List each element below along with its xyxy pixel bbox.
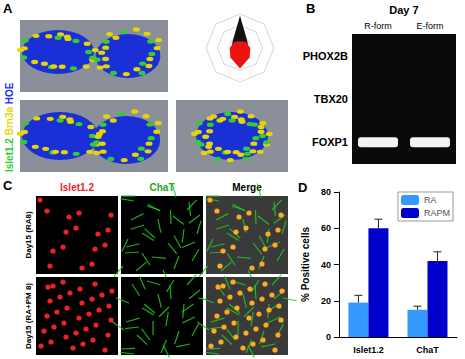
svg-text:Islet1.2: Islet1.2 [60, 182, 94, 193]
svg-text:0: 0 [326, 332, 331, 342]
svg-text:A: A [3, 1, 13, 16]
svg-text:Islet1.2: Islet1.2 [353, 345, 384, 355]
svg-text:B: B [306, 1, 315, 16]
svg-text:D: D [298, 180, 307, 195]
svg-text:Merge: Merge [232, 182, 262, 193]
svg-text:Day15 (RA+PM 8): Day15 (RA+PM 8) [24, 283, 33, 349]
svg-text:PHOX2B: PHOX2B [303, 50, 348, 62]
svg-text:FOXP1: FOXP1 [312, 136, 348, 148]
svg-text:TBX20: TBX20 [314, 93, 348, 105]
svg-text:80: 80 [321, 187, 331, 197]
svg-text:RAPM: RAPM [424, 208, 450, 218]
svg-text:40: 40 [321, 260, 331, 270]
svg-text:C: C [3, 178, 13, 193]
svg-text:RA: RA [424, 195, 437, 205]
svg-text:E-form: E-form [417, 21, 444, 31]
svg-text:Day15 (RA8): Day15 (RA8) [24, 211, 33, 258]
svg-text:ChaT: ChaT [150, 182, 175, 193]
svg-text:ChaT: ChaT [416, 345, 439, 355]
svg-text:20: 20 [321, 296, 331, 306]
svg-text:R-form: R-form [364, 21, 392, 31]
svg-text:Islet1.2 Brn3a HOE: Islet1.2 Brn3a HOE [4, 82, 15, 172]
svg-text:Day 7: Day 7 [389, 4, 418, 16]
svg-text:% Positive cells: % Positive cells [300, 227, 311, 302]
svg-text:60: 60 [321, 223, 331, 233]
